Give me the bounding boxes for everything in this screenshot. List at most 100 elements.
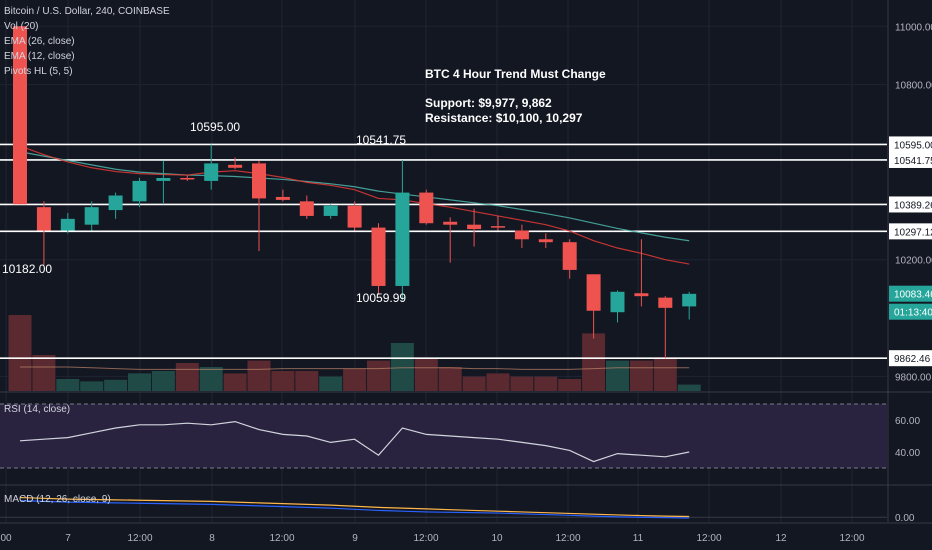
volume-bar (629, 360, 653, 391)
pivot-label-low: 10059.99 (356, 291, 407, 305)
volume-bar (462, 376, 486, 391)
legend-ema12[interactable]: EMA (12, close) (4, 51, 75, 62)
time-tick-label: 00 (0, 533, 12, 544)
time-tick-label: 12:00 (555, 533, 580, 544)
candle-body (658, 297, 673, 308)
time-tick-label: 12:00 (839, 533, 864, 544)
time-tick-label: 12:00 (127, 533, 152, 544)
time-tick-label: 8 (209, 533, 215, 544)
price-tick-label: 9800.00 (895, 372, 932, 383)
candle-body (395, 192, 410, 286)
time-tick-label: 9 (352, 533, 358, 544)
candle-body (180, 177, 195, 180)
candle-body (467, 224, 482, 230)
volume-bar (151, 371, 175, 391)
volume-bar (582, 333, 606, 391)
candle-body (491, 226, 505, 228)
time-tick-label: 12:00 (413, 533, 438, 544)
candle-body (156, 177, 171, 181)
legend-pivots[interactable]: Pivots HL (5, 5) (4, 66, 73, 77)
volume-bar (223, 373, 247, 391)
pivot-label-high: 10595.00 (190, 120, 241, 134)
price-badge-label: 10083.46 (894, 290, 932, 301)
volume-ma-line (20, 366, 690, 370)
annotation-support: Support: $9,977, 9,862 (425, 96, 552, 110)
candle-body (252, 163, 266, 199)
volume-bar (367, 360, 390, 391)
legend-ema26[interactable]: EMA (26, close) (4, 36, 75, 47)
price-badge (889, 285, 932, 302)
candle-body (36, 207, 51, 231)
volume-bar (128, 373, 151, 391)
time-tick-label: 10 (491, 533, 503, 544)
ema12-line (19, 145, 690, 265)
candle-body (514, 230, 529, 240)
price-badge (889, 223, 932, 240)
price-tick-label: 10200.00 (895, 256, 932, 267)
price-badge-label: 10389.26 (894, 200, 932, 211)
volume-bar (677, 384, 701, 391)
price-badge-label: 9862.46 (894, 354, 931, 365)
volume-bar (56, 379, 80, 391)
candle-body (634, 293, 649, 297)
candle-body (132, 180, 147, 202)
price-badge (889, 151, 932, 168)
macd-line (19, 500, 690, 519)
rsi-tick-label: 40.00 (895, 448, 920, 459)
candle-body (562, 242, 577, 270)
candle-body (299, 201, 314, 216)
price-badge-label: 10595.00 (894, 140, 932, 151)
pivot-label-high: 10541.75 (356, 133, 407, 147)
price-badge (889, 136, 932, 153)
volume-bar (199, 367, 223, 391)
annotation-resistance: Resistance: $10,100, 10,297 (425, 111, 583, 125)
volume-bar (438, 367, 462, 391)
candle-body (204, 163, 219, 181)
candle-body (419, 192, 434, 224)
indicator-legend: Bitcoin / U.S. Dollar, 240, COINBASE Vol… (4, 4, 170, 79)
candle-body (443, 221, 458, 225)
macd-signal-line (19, 496, 690, 518)
time-tick-label: 12:00 (696, 533, 721, 544)
time-tick-label: 11 (633, 533, 644, 544)
volume-bar (534, 376, 558, 391)
volume-bar (104, 379, 128, 391)
candle-body (347, 205, 362, 228)
time-tick-label: 12 (775, 533, 787, 544)
volume-bar (486, 373, 510, 391)
candle-body (371, 227, 386, 286)
volume-bar (510, 376, 534, 391)
volume-bar (414, 359, 438, 391)
price-badge (889, 196, 932, 213)
candle-body (323, 205, 338, 216)
macd-tick-label: 0.00 (895, 513, 915, 524)
volume-bar (32, 355, 56, 391)
price-tick-label: 10800.00 (895, 81, 932, 92)
rsi-label[interactable]: RSI (14, close) (4, 404, 71, 415)
price-tick-label: 11000.00 (895, 22, 932, 33)
volume-bar (343, 368, 367, 391)
volume-bar (175, 363, 199, 391)
time-tick-label: 12:00 (269, 533, 294, 544)
candle-body (13, 26, 27, 205)
pivot-label-low: 10182.00 (2, 262, 53, 276)
candle-body (228, 164, 243, 168)
candle-body (84, 207, 99, 225)
candle-body (682, 293, 697, 307)
legend-volume[interactable]: Vol (20) (4, 21, 39, 32)
price-badge-label: 10297.12 (894, 227, 932, 238)
macd-label[interactable]: MACD (12, 26, close, 9) (4, 494, 111, 505)
candle-body (60, 218, 75, 231)
symbol-title[interactable]: Bitcoin / U.S. Dollar, 240, COINBASE (4, 6, 170, 17)
candle-body (586, 274, 601, 311)
volume-bar (606, 360, 629, 391)
volume-bar (80, 381, 104, 391)
candle-body (275, 196, 290, 200)
volume-bar (558, 379, 582, 391)
volume-bar (653, 357, 677, 391)
volume-bar (319, 376, 343, 391)
annotation-title: BTC 4 Hour Trend Must Change (425, 67, 606, 81)
price-badge (889, 350, 932, 367)
rsi-line (19, 420, 690, 463)
